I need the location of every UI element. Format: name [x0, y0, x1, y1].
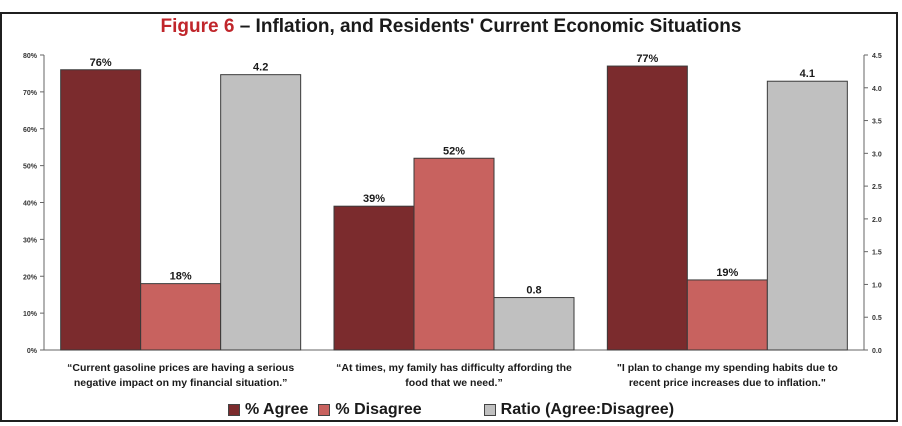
- chart-title-figure: Figure 6: [160, 16, 235, 37]
- legend-item-ratio: Ratio (Agree:Disagree): [483, 401, 675, 419]
- y-left-tick-label: 80%: [23, 53, 38, 60]
- y-right-tick-label: 4.5: [872, 53, 882, 60]
- legend-label-disagree: % Disagree: [335, 401, 422, 418]
- y-left-tick-label: 30%: [23, 237, 38, 244]
- bar-value-label: 0.8: [526, 285, 541, 297]
- y-left-tick-label: 50%: [23, 164, 38, 171]
- category-label: “Current gasoline prices are having a se…: [67, 362, 294, 374]
- bar-value-label: 76%: [90, 57, 112, 69]
- legend-swatch-disagree: [318, 404, 331, 416]
- y-right-tick-label: 3.5: [872, 119, 882, 126]
- bar: [606, 65, 688, 351]
- y-left-tick-label: 60%: [23, 127, 38, 134]
- bar-value-label: 77%: [636, 53, 658, 65]
- y-right-tick-label: 1.5: [872, 250, 882, 257]
- legend-swatch-ratio: [483, 404, 496, 416]
- bar: [493, 297, 575, 351]
- bar: [220, 74, 302, 351]
- bar: [766, 80, 848, 351]
- bar-value-label: 18%: [170, 271, 192, 283]
- legend-label-agree: % Agree: [244, 401, 309, 418]
- bar-value-label: 52%: [443, 145, 465, 157]
- y-right-tick-label: 0.5: [872, 315, 882, 322]
- y-right-tick-label: 2.0: [872, 217, 882, 224]
- y-right-tick-label: 0.0: [872, 348, 882, 355]
- category-label: negative impact on my financial situatio…: [74, 377, 288, 389]
- bar: [333, 205, 415, 351]
- legend-swatch-agree: [227, 404, 240, 416]
- y-left-tick-label: 40%: [23, 201, 38, 208]
- category-label: food that we need.”: [405, 377, 502, 389]
- chart-title: Figure 6 – Inflation, and Residents' Cur…: [0, 16, 902, 38]
- y-left-tick-label: 10%: [23, 311, 38, 318]
- legend: % Agree % Disagree Ratio (Agree:Disagree…: [0, 398, 902, 422]
- category-label: “At times, my family has difficulty affo…: [336, 362, 572, 374]
- bar-value-label: 4.2: [253, 62, 268, 74]
- y-left-tick-label: 70%: [23, 90, 38, 97]
- y-left-tick-label: 0%: [27, 348, 38, 355]
- y-right-tick-label: 3.0: [872, 151, 882, 158]
- bar: [140, 283, 222, 351]
- y-left-tick-label: 20%: [23, 274, 38, 281]
- bar-value-label: 39%: [363, 193, 385, 205]
- bar: [686, 279, 768, 351]
- category-label: recent price increases due to inflation.…: [629, 377, 826, 389]
- legend-item-agree: % Agree: [227, 401, 309, 419]
- bar: [413, 157, 495, 351]
- chart-title-text: – Inflation, and Residents' Current Econ…: [234, 16, 742, 37]
- legend-label-ratio: Ratio (Agree:Disagree): [500, 401, 675, 418]
- bar-value-label: 19%: [716, 267, 738, 279]
- category-label: "I plan to change my spending habits due…: [617, 362, 838, 374]
- bar: [60, 69, 142, 351]
- y-right-tick-label: 4.0: [872, 86, 882, 93]
- y-right-tick-label: 2.5: [872, 184, 882, 191]
- y-right-tick-label: 1.0: [872, 282, 882, 289]
- legend-item-disagree: % Disagree: [318, 401, 422, 419]
- bar-value-label: 4.1: [800, 68, 815, 80]
